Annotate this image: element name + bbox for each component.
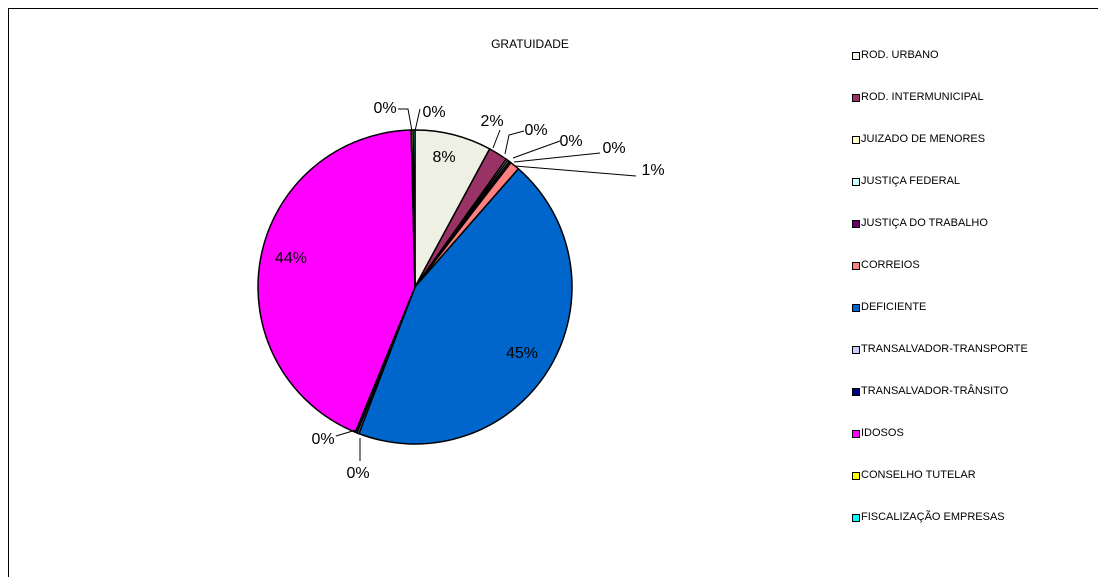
legend-swatch: [852, 94, 860, 102]
legend-label: TRANSALVADOR-TRANSPORTE: [861, 343, 1028, 355]
legend-swatch: [852, 430, 860, 438]
leader-line: [504, 130, 525, 155]
legend-swatch: [852, 514, 860, 522]
legend-label: CONSELHO TUTELAR: [861, 469, 976, 481]
data-label: 0%: [422, 104, 445, 121]
data-label: 0%: [602, 140, 625, 157]
data-label: 1%: [641, 162, 664, 179]
legend-swatch: [852, 136, 860, 144]
legend-label: IDOSOS: [861, 427, 904, 439]
legend-swatch: [852, 304, 860, 312]
leader-line: [414, 108, 421, 132]
legend-label: FISCALIZAÇÃO EMPRESAS: [861, 511, 1005, 523]
legend-item: IDOSOS: [852, 427, 1028, 469]
legend-label: JUSTIÇA DO TRABALHO: [861, 217, 988, 229]
legend-swatch: [852, 52, 860, 60]
data-label: 0%: [559, 133, 582, 150]
legend-label: JUIZADO DE MENORES: [861, 133, 986, 145]
legend-label: ROD. INTERMUNICIPAL: [861, 91, 984, 103]
legend-item: DEFICIENTE: [852, 301, 1028, 343]
leader-line: [513, 152, 601, 163]
legend-label: DEFICIENTE: [861, 301, 927, 313]
leader-line: [398, 108, 413, 132]
legend-item: CONSELHO TUTELAR: [852, 469, 1028, 511]
legend-label: JUSTIÇA FEDERAL: [861, 175, 961, 187]
leader-line: [512, 140, 561, 159]
leader-line: [514, 165, 637, 177]
data-label: 0%: [524, 122, 547, 139]
pie-slice-idosos: [257, 129, 416, 434]
legend-swatch: [852, 388, 860, 396]
legend-item: JUSTIÇA FEDERAL: [852, 175, 1028, 217]
legend-item: TRANSALVADOR-TRÂNSITO: [852, 385, 1028, 427]
data-label: 45%: [506, 345, 538, 362]
data-label: 0%: [311, 431, 334, 448]
chart-title: GRATUIDADE: [491, 37, 569, 51]
data-label: 0%: [373, 100, 396, 117]
legend-item: JUIZADO DE MENORES: [852, 133, 1028, 175]
data-label: 8%: [432, 149, 455, 166]
data-label: 2%: [480, 113, 503, 130]
legend-swatch: [852, 262, 860, 270]
data-label: 44%: [275, 250, 307, 267]
leader-line: [492, 129, 501, 149]
legend-label: TRANSALVADOR-TRÂNSITO: [861, 385, 1009, 397]
legend-item: JUSTIÇA DO TRABALHO: [852, 217, 1028, 259]
legend-label: ROD. URBANO: [861, 49, 939, 61]
legend-swatch: [852, 178, 860, 186]
legend-item: CORREIOS: [852, 259, 1028, 301]
legend: ROD. URBANO ROD. INTERMUNICIPAL JUIZADO DE…: [852, 49, 1028, 553]
data-label: 0%: [346, 465, 369, 482]
legend-label: CORREIOS: [861, 259, 920, 271]
pie-slice-deficiente: [357, 167, 573, 445]
legend-item: ROD. INTERMUNICIPAL: [852, 91, 1028, 133]
legend-item: ROD. URBANO: [852, 49, 1028, 91]
legend-item: TRANSALVADOR-TRANSPORTE: [852, 343, 1028, 385]
leader-line: [335, 429, 357, 437]
legend-item: FISCALIZAÇÃO EMPRESAS: [852, 511, 1028, 553]
legend-swatch: [852, 346, 860, 354]
legend-swatch: [852, 472, 860, 480]
legend-swatch: [852, 220, 860, 228]
